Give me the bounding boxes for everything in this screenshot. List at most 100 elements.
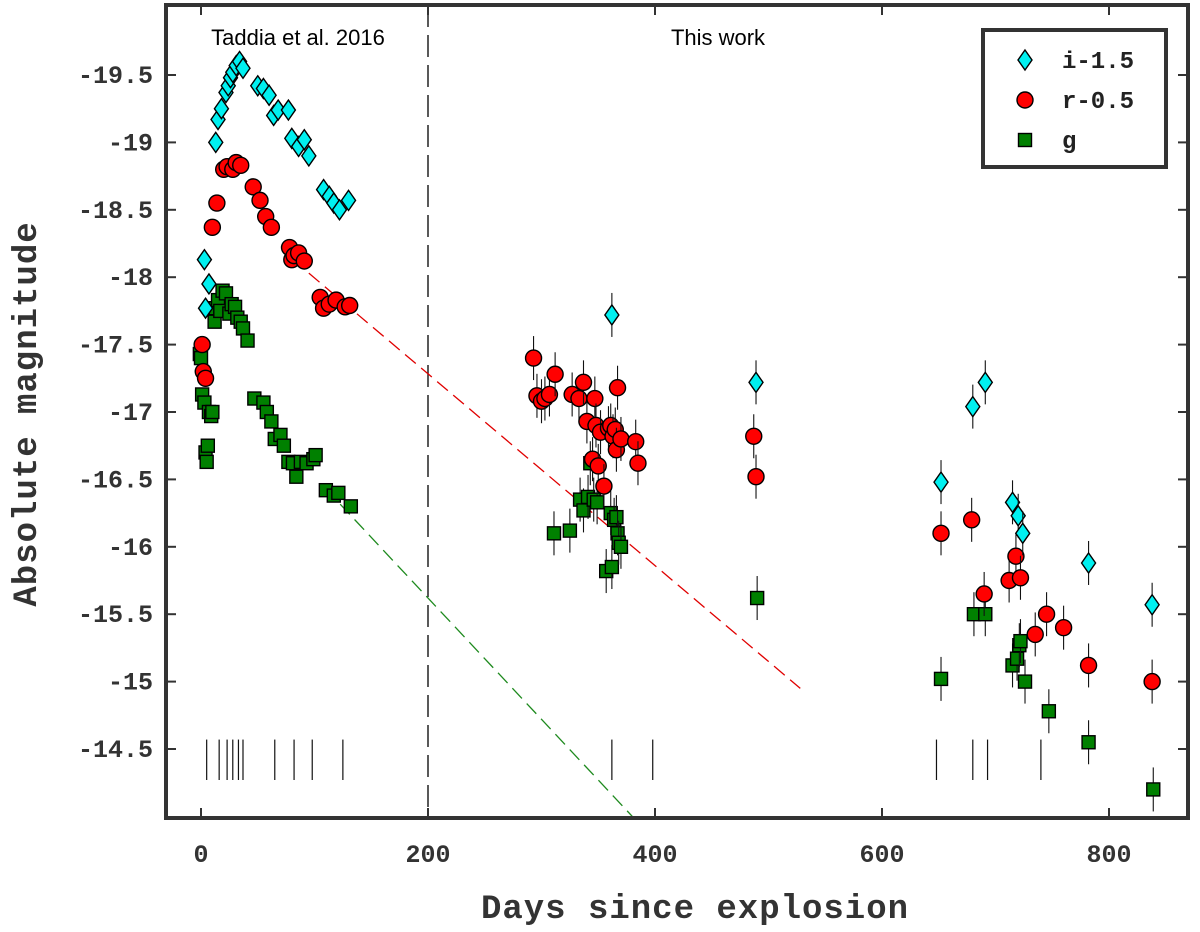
data-point-i [977, 371, 994, 394]
series-r [193, 153, 1161, 704]
data-point-g [235, 321, 251, 336]
data-point-i [270, 98, 287, 122]
series-i [196, 50, 1160, 627]
legend-marker-i [1017, 48, 1033, 72]
axes-layer: 0 200 400 600 800 -19.5 -19 -18.5 -18 -17.5 -17 -16… [78, 3, 1190, 870]
data-point-i [197, 296, 214, 320]
data-point-g [1017, 674, 1033, 689]
data-point-g [1081, 735, 1096, 750]
data-point-i [296, 128, 313, 151]
data-point-i [300, 144, 317, 168]
data-point-g [978, 607, 993, 622]
data-point-i [964, 395, 981, 418]
data-point-r [629, 454, 647, 472]
y-tick-label: -18.5 [78, 197, 153, 226]
y-axis-title: Absolute magnitude [9, 221, 47, 606]
data-point-r [589, 457, 607, 475]
data-point-r [1037, 605, 1056, 623]
data-point-g [193, 350, 209, 366]
data-point-i [1144, 593, 1160, 616]
data-point-g [562, 523, 578, 538]
x-tick-label: 200 [405, 841, 450, 870]
y-tick-label: -18 [108, 264, 153, 293]
y-tick-label: -15 [108, 669, 153, 698]
data-point-r [586, 389, 604, 408]
data-point-r [975, 585, 993, 603]
region-label-right: This work [671, 25, 766, 50]
data-point-r [1143, 672, 1161, 691]
data-point-r [574, 373, 593, 392]
data-point-r [251, 191, 269, 210]
data-point-r [340, 296, 359, 315]
data-point-g [289, 469, 304, 484]
data-point-g [200, 438, 216, 453]
data-point-r [203, 218, 222, 237]
y-tick-label: -15.5 [78, 601, 153, 630]
data-points-layer [192, 50, 1161, 812]
y-tick-label: -16 [108, 534, 153, 563]
data-point-g [308, 447, 323, 463]
data-point-g [331, 485, 346, 501]
data-point-r [232, 156, 250, 175]
data-point-g [1041, 704, 1057, 719]
data-point-i [213, 97, 230, 120]
x-tick-label: 800 [1086, 841, 1131, 870]
data-point-r [546, 365, 564, 383]
data-point-i [196, 248, 213, 271]
data-point-i [340, 189, 357, 212]
region-label-left: Taddia et al. 2016 [211, 25, 385, 50]
data-point-g [1009, 651, 1025, 666]
series-g [192, 283, 1161, 812]
data-point-i [207, 131, 224, 154]
x-tick-label: 600 [859, 841, 904, 870]
labels-layer: Taddia et al. 2016 This work Days since … [9, 25, 909, 929]
data-point-r [608, 379, 627, 397]
data-point-g [264, 414, 279, 429]
data-point-r [540, 385, 559, 404]
data-point-r [196, 369, 215, 387]
y-tick-label: -16.5 [78, 466, 153, 495]
fit-line-r [308, 272, 801, 689]
epoch-markers-layer [206, 739, 1042, 781]
data-point-r [208, 194, 226, 212]
fit-lines-layer [308, 272, 801, 817]
legend: i-1.5 r-0.5 g [981, 28, 1168, 169]
data-point-r [1007, 547, 1025, 565]
data-point-i [201, 272, 217, 296]
legend-label-r: r-0.5 [1062, 89, 1134, 116]
data-point-g [613, 539, 629, 554]
fit-line-g [325, 488, 633, 817]
y-tick-label: -19 [108, 129, 153, 158]
data-point-i [1014, 522, 1031, 545]
data-point-i [1080, 551, 1097, 575]
data-point-r [524, 349, 543, 367]
data-point-r [1054, 618, 1073, 637]
legend-marker-g [1017, 132, 1033, 148]
legend-label-g: g [1062, 129, 1076, 156]
data-point-g [276, 438, 292, 453]
data-point-i [604, 303, 620, 327]
x-axis-title: Days since explosion [481, 891, 909, 929]
data-point-r [595, 477, 613, 495]
y-tick-label: -19.5 [78, 62, 153, 91]
data-point-r [1026, 625, 1044, 644]
data-point-r [962, 511, 981, 529]
y-tick-label: -14.5 [78, 736, 153, 765]
data-point-r [193, 335, 211, 354]
data-point-g [343, 499, 359, 514]
data-point-g [1146, 782, 1161, 797]
data-point-r [1079, 656, 1098, 675]
data-point-g [604, 559, 620, 575]
data-point-i [933, 470, 949, 494]
legend-marker-r [1016, 91, 1034, 109]
data-point-r [295, 252, 313, 270]
data-point-i [331, 198, 348, 222]
data-point-g [589, 495, 605, 510]
data-point-g [240, 333, 255, 348]
data-point-g [205, 404, 220, 420]
data-point-r [745, 427, 763, 445]
data-point-g [609, 509, 624, 525]
legend-box [981, 28, 1168, 169]
data-point-r [262, 218, 281, 237]
